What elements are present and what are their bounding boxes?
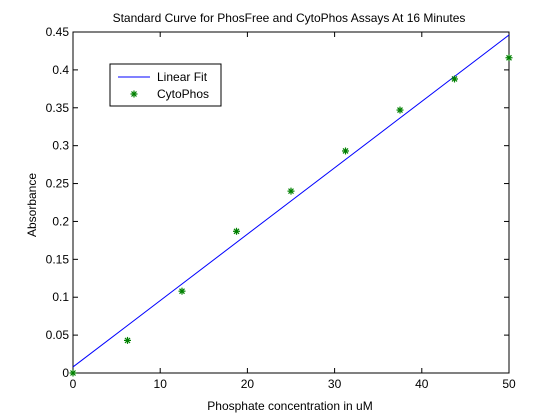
- x-tick-label: 10: [154, 377, 168, 391]
- y-axis-label: Absorbance: [25, 173, 39, 237]
- y-tick-label: 0.25: [46, 177, 70, 191]
- x-tick-label: 0: [70, 377, 77, 391]
- x-tick-label: 20: [241, 377, 255, 391]
- y-tick-label: 0.05: [46, 328, 70, 342]
- linear-fit-line: [72, 34, 510, 368]
- x-tick-label: 40: [415, 377, 429, 391]
- data-point: [396, 106, 404, 114]
- y-tick-label: 0.15: [46, 252, 70, 266]
- data-point: [451, 75, 458, 83]
- y-tick-label: 0.45: [46, 25, 70, 39]
- legend-label: CytoPhos: [157, 87, 209, 101]
- data-point: [124, 336, 131, 344]
- data-point: [69, 369, 77, 377]
- legend-box: [109, 63, 222, 107]
- legend-swatch-marker: [130, 90, 138, 98]
- y-tick-label: 0: [62, 366, 69, 380]
- data-point: [287, 187, 295, 195]
- y-tick-label: 0.4: [52, 63, 69, 77]
- data-point: [505, 54, 513, 62]
- data-point: [178, 287, 186, 295]
- y-tick-label: 0.35: [46, 101, 70, 115]
- data-marks: [69, 34, 513, 377]
- x-tick-label: 50: [502, 377, 516, 391]
- axis-ticks: 0 10 20 30 40 50 0 0.05 0.1 0.15 0.2 0.25 0.3 0.35 0.4…: [46, 25, 516, 391]
- x-tick-label: 30: [328, 377, 342, 391]
- data-point: [342, 147, 349, 155]
- legend: Linear Fit CytoPhos: [109, 63, 222, 107]
- data-point: [233, 227, 240, 235]
- y-tick-label: 0.2: [52, 214, 69, 228]
- chart-title: Standard Curve for PhosFree and CytoPhos…: [113, 11, 466, 25]
- legend-label: Linear Fit: [157, 70, 208, 84]
- x-axis-label: Phosphate concentration in uM: [207, 399, 372, 413]
- y-tick-label: 0.3: [52, 139, 69, 153]
- y-tick-label: 0.1: [52, 290, 69, 304]
